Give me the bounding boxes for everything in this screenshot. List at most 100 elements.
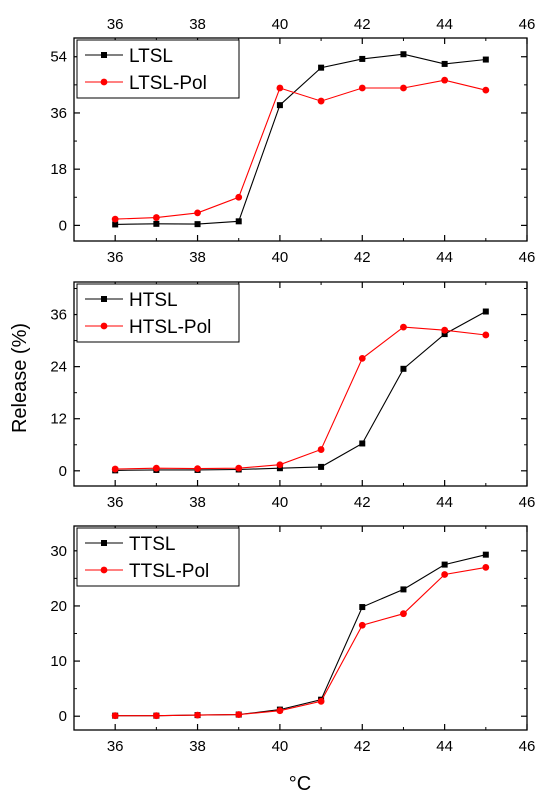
data-point xyxy=(441,331,448,338)
plot-frame xyxy=(73,525,528,731)
data-point xyxy=(194,221,201,228)
y-tick-label: 10 xyxy=(50,653,67,670)
x-tick-label-top: 40 xyxy=(272,16,289,33)
legend-marker xyxy=(101,52,107,58)
data-point xyxy=(441,571,449,578)
data-point xyxy=(152,464,160,472)
x-tick-label-top: 38 xyxy=(189,16,206,33)
x-tick-label: 38 xyxy=(189,249,206,266)
data-point xyxy=(482,86,490,94)
data-point xyxy=(358,354,366,362)
data-point xyxy=(112,221,119,228)
plot-frame xyxy=(73,37,528,242)
data-point xyxy=(235,711,243,718)
y-axis-title: Release (%) xyxy=(9,323,31,433)
data-point xyxy=(441,76,449,84)
data-point xyxy=(235,193,243,201)
data-point xyxy=(152,214,160,221)
legend-label: LTSL-Pol xyxy=(129,73,207,94)
data-point xyxy=(358,621,366,629)
data-point xyxy=(194,465,201,473)
x-tick-label: 44 xyxy=(436,249,453,266)
data-point xyxy=(482,56,489,63)
series-line-ltsl xyxy=(115,53,486,225)
series-line-ltsl-pol xyxy=(115,79,486,220)
x-axis-title: °C xyxy=(289,773,311,795)
y-tick-label: 24 xyxy=(50,359,67,376)
data-point xyxy=(111,465,119,473)
legend-label: TTSL xyxy=(129,534,175,555)
data-point xyxy=(194,711,201,719)
data-point xyxy=(235,218,242,225)
data-point xyxy=(359,604,366,611)
x-tick-label: 40 xyxy=(272,738,289,755)
series-line-htsl-pol xyxy=(115,326,486,470)
data-point xyxy=(400,84,407,92)
data-point xyxy=(153,220,160,227)
legend-label: HTSL-Pol xyxy=(129,317,211,338)
data-point xyxy=(318,64,325,71)
y-tick-label: 0 xyxy=(59,217,67,234)
data-point xyxy=(358,84,366,92)
x-tick-label: 42 xyxy=(354,738,371,755)
legend-marker xyxy=(101,540,107,546)
data-point xyxy=(276,461,284,469)
legend-label: HTSL xyxy=(129,290,178,311)
legend-label: TTSL-Pol xyxy=(129,561,209,582)
legend-box xyxy=(76,283,240,343)
data-point xyxy=(276,707,284,715)
x-tick-label-top: 46 xyxy=(519,16,536,33)
x-tick-label-top: 44 xyxy=(436,16,453,33)
x-tick-label: 38 xyxy=(189,738,206,755)
y-tick-label: 36 xyxy=(50,307,67,324)
data-point xyxy=(276,102,283,109)
x-tick-label-top: 42 xyxy=(354,16,371,33)
series-line-htsl xyxy=(115,311,487,471)
y-tick-label: 36 xyxy=(50,105,67,122)
data-point xyxy=(359,55,366,62)
data-point xyxy=(111,215,119,223)
data-point xyxy=(194,209,201,217)
x-tick-label: 46 xyxy=(519,249,536,266)
data-point xyxy=(400,610,407,618)
data-point xyxy=(111,712,119,720)
data-point xyxy=(276,84,284,92)
legend-label: LTSL xyxy=(129,46,173,67)
x-tick-label: 44 xyxy=(436,494,453,511)
x-tick-label-top: 36 xyxy=(107,16,124,33)
x-tick-label: 40 xyxy=(272,494,289,511)
legend-box xyxy=(76,39,240,99)
x-tick-label: 36 xyxy=(107,494,124,511)
data-point xyxy=(400,586,407,593)
x-tick-label: 36 xyxy=(107,249,124,266)
data-point xyxy=(359,440,366,447)
x-tick-label: 42 xyxy=(354,249,371,266)
data-point xyxy=(317,446,325,453)
series-line-ttsl-pol xyxy=(115,566,486,717)
legend-marker xyxy=(100,78,108,86)
data-point xyxy=(400,51,407,58)
x-tick-label: 42 xyxy=(354,494,371,511)
data-point xyxy=(400,323,407,331)
y-tick-label: 30 xyxy=(50,543,67,560)
chart-panel-3: 36 38 40 42 44 46 0 10 20 30 TTSL TTSL-Pol xyxy=(50,525,536,755)
y-tick-label: 0 xyxy=(59,708,67,725)
data-point xyxy=(441,60,448,67)
legend-marker xyxy=(100,322,108,330)
x-tick-label: 46 xyxy=(519,738,536,755)
chart-panel-1: 36 36 38 38 40 40 42 42 44 44 46 46 0 18 36 54 LTSL LTSL-… xyxy=(50,16,535,266)
y-tick-label: 18 xyxy=(50,161,67,178)
data-point xyxy=(317,697,325,705)
data-point xyxy=(317,97,325,105)
legend-marker xyxy=(101,296,107,302)
legend-box xyxy=(76,527,240,587)
x-tick-label: 46 xyxy=(519,494,536,511)
chart-panel-2: 36 38 40 42 44 46 0 12 24 36 HTSL HTSL-Pol xyxy=(50,281,536,511)
y-tick-label: 0 xyxy=(59,463,67,480)
data-point xyxy=(482,563,490,571)
legend-marker xyxy=(100,566,108,574)
data-point xyxy=(441,326,449,334)
data-point xyxy=(482,308,489,315)
data-point xyxy=(482,551,489,558)
